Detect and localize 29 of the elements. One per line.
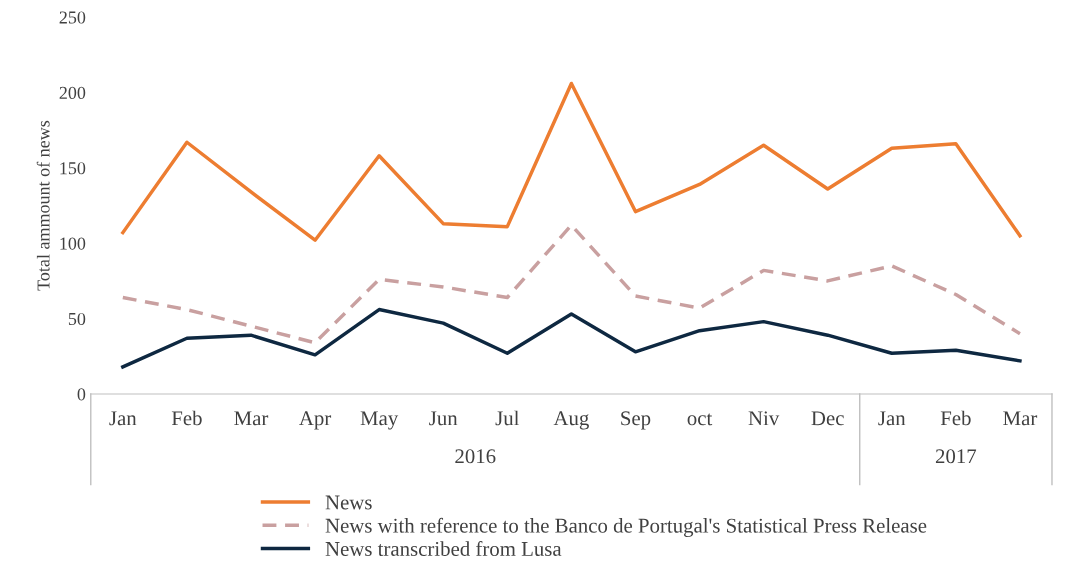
legend-label: News transcribed from Lusa bbox=[325, 541, 562, 556]
x-tick-label: Feb bbox=[171, 410, 202, 426]
legend-label: News bbox=[325, 495, 372, 510]
y-tick-label: 150 bbox=[60, 162, 86, 175]
text: 2017 bbox=[935, 449, 977, 464]
y-tick-label: 250 bbox=[59, 11, 86, 24]
x-tick-label: Feb bbox=[940, 410, 971, 426]
y-axis-title: Total ammount of news bbox=[36, 120, 50, 291]
x-tick-label: oct bbox=[687, 413, 713, 426]
x-tick-label: Aug bbox=[553, 411, 589, 430]
x-tick-label: Mar bbox=[1003, 411, 1038, 426]
legend-label: News with reference to the Banco de Portugal's Statistical Press Release bbox=[325, 517, 927, 537]
text: 2016 bbox=[455, 449, 496, 464]
y-tick-label: 200 bbox=[59, 86, 86, 99]
x-tick-label: Jun bbox=[429, 411, 458, 426]
x-tick-label: Sep bbox=[621, 411, 651, 430]
x-tick-label: Niv bbox=[748, 411, 780, 426]
x-tick-label: Jan bbox=[878, 411, 906, 426]
x-tick-label: Mar bbox=[234, 411, 269, 426]
line-series bbox=[121, 307, 1022, 369]
x-tick-label: Dec bbox=[811, 411, 844, 426]
y-tick-label: 0 bbox=[77, 388, 86, 401]
x-tick-label: Jul bbox=[495, 410, 520, 426]
x-tick-label: Apr bbox=[299, 411, 332, 430]
line-series bbox=[121, 81, 1022, 242]
y-tick-label: 100 bbox=[60, 237, 86, 250]
x-tick-label: Jan bbox=[109, 411, 137, 426]
y-tick-label: 50 bbox=[68, 312, 86, 326]
x-tick-label: May bbox=[360, 411, 399, 430]
